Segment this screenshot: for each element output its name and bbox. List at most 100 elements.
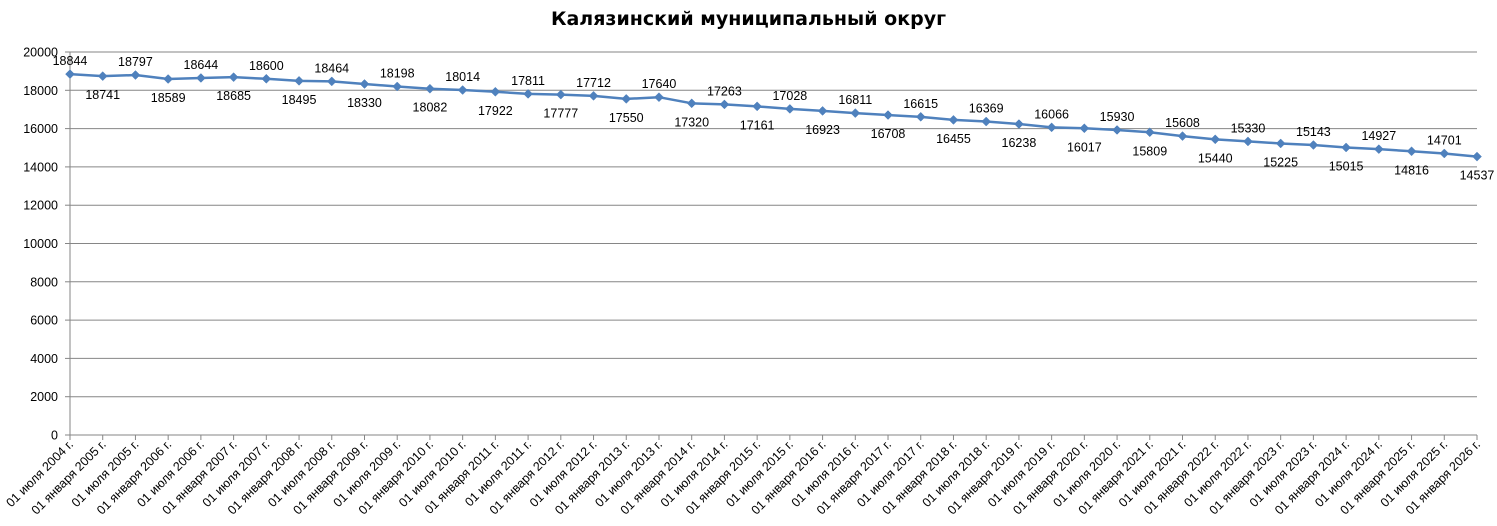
- data-label: 18600: [249, 59, 284, 73]
- data-label: 16615: [903, 97, 938, 111]
- y-axis-ticks: 0 2000 4000 6000 8000 10000 12000 14000 16000 180…: [23, 46, 70, 443]
- x-axis-ticks: 01 июля 2004 г.01 января 2005 г.01 июля …: [3, 435, 1483, 517]
- data-point: [588, 90, 599, 101]
- data-label: 17320: [674, 115, 709, 129]
- data-point: [228, 72, 239, 83]
- data-label: 15608: [1165, 116, 1200, 130]
- data-label: 18198: [380, 67, 415, 81]
- data-label: 18014: [445, 70, 480, 84]
- data-label: 17712: [576, 76, 611, 90]
- data-point: [621, 94, 632, 104]
- data-label: 14927: [1361, 129, 1396, 143]
- data-label: 17640: [642, 77, 677, 91]
- data-label: 16017: [1067, 140, 1102, 154]
- data-point: [425, 83, 435, 94]
- data-point: [654, 92, 664, 103]
- data-point: [359, 79, 370, 89]
- data-label: 18589: [151, 91, 186, 105]
- data-label: 16923: [805, 123, 840, 137]
- data-point: [65, 69, 75, 79]
- data-point: [457, 85, 468, 95]
- data-label: 18644: [184, 58, 219, 72]
- data-point: [719, 99, 730, 110]
- data-point: [1079, 123, 1090, 134]
- gridlines: [70, 51, 1477, 398]
- data-labels: 18844 18741 18797 18589 18644 18685 18600 18495…: [53, 54, 1495, 182]
- data-point: [1177, 131, 1188, 141]
- data-point: [948, 115, 959, 125]
- series-line: [69, 72, 1478, 158]
- data-label: 17811: [511, 74, 545, 88]
- y-tick-label: 6000: [30, 314, 58, 328]
- data-point: [555, 89, 566, 100]
- y-tick-label: 2000: [30, 390, 58, 404]
- data-point: [686, 98, 697, 109]
- data-label: 16369: [969, 102, 1004, 116]
- data-label: 18495: [282, 93, 317, 107]
- data-label: 15809: [1132, 144, 1167, 158]
- data-label: 16238: [1002, 136, 1037, 150]
- data-point: [163, 74, 174, 84]
- data-label: 15330: [1231, 121, 1266, 135]
- data-point: [752, 101, 762, 112]
- series-group: [65, 69, 1482, 162]
- data-point: [326, 76, 337, 87]
- data-label: 17922: [478, 104, 513, 118]
- data-label: 16811: [838, 93, 872, 107]
- data-point: [392, 81, 403, 92]
- data-point: [1373, 144, 1384, 155]
- data-label: 17263: [707, 84, 742, 98]
- y-tick-label: 12000: [23, 199, 58, 213]
- y-tick-label: 0: [51, 429, 58, 443]
- data-label: 14537: [1460, 169, 1495, 183]
- data-point: [850, 108, 861, 118]
- y-tick-label: 10000: [23, 237, 58, 251]
- data-label: 15930: [1100, 110, 1135, 124]
- chart-title: Калязинский муниципальный округ: [550, 8, 947, 30]
- data-point: [1144, 127, 1155, 138]
- data-point: [1472, 151, 1482, 162]
- data-label: 16708: [871, 127, 906, 141]
- y-tick-label: 20000: [23, 46, 58, 60]
- data-label: 18330: [347, 96, 382, 110]
- data-point: [883, 110, 893, 120]
- data-label: 15143: [1296, 125, 1331, 139]
- data-label: 17777: [543, 107, 578, 121]
- data-point: [1406, 146, 1417, 157]
- y-tick-label: 16000: [23, 122, 58, 136]
- data-label: 17028: [772, 89, 807, 103]
- data-point: [261, 73, 272, 84]
- data-point: [1046, 122, 1057, 133]
- data-point: [196, 73, 206, 83]
- data-point: [97, 71, 108, 81]
- data-point: [1014, 119, 1024, 129]
- data-label: 18082: [413, 101, 448, 115]
- y-tick-label: 18000: [23, 84, 58, 98]
- data-point: [1341, 142, 1351, 153]
- data-label: 14816: [1394, 163, 1429, 177]
- data-label: 18685: [216, 89, 251, 103]
- data-point: [130, 70, 141, 80]
- data-label: 18844: [53, 54, 88, 68]
- data-point: [490, 86, 501, 97]
- y-tick-label: 14000: [23, 160, 58, 174]
- data-label: 15225: [1263, 155, 1298, 169]
- data-label: 15015: [1329, 159, 1364, 173]
- data-point: [294, 75, 304, 86]
- data-point: [817, 106, 828, 116]
- data-point: [785, 104, 795, 114]
- data-label: 17161: [740, 118, 775, 132]
- data-label: 18741: [85, 88, 120, 102]
- data-point: [1275, 138, 1286, 149]
- data-label: 14701: [1427, 133, 1462, 147]
- data-point: [1210, 134, 1221, 145]
- data-point: [1308, 140, 1319, 150]
- y-tick-label: 8000: [30, 275, 58, 289]
- data-point: [1112, 125, 1122, 135]
- data-label: 17550: [609, 111, 644, 125]
- data-label: 18797: [118, 55, 153, 69]
- data-point: [1243, 136, 1253, 147]
- data-label: 16066: [1034, 107, 1069, 121]
- data-point: [981, 116, 992, 127]
